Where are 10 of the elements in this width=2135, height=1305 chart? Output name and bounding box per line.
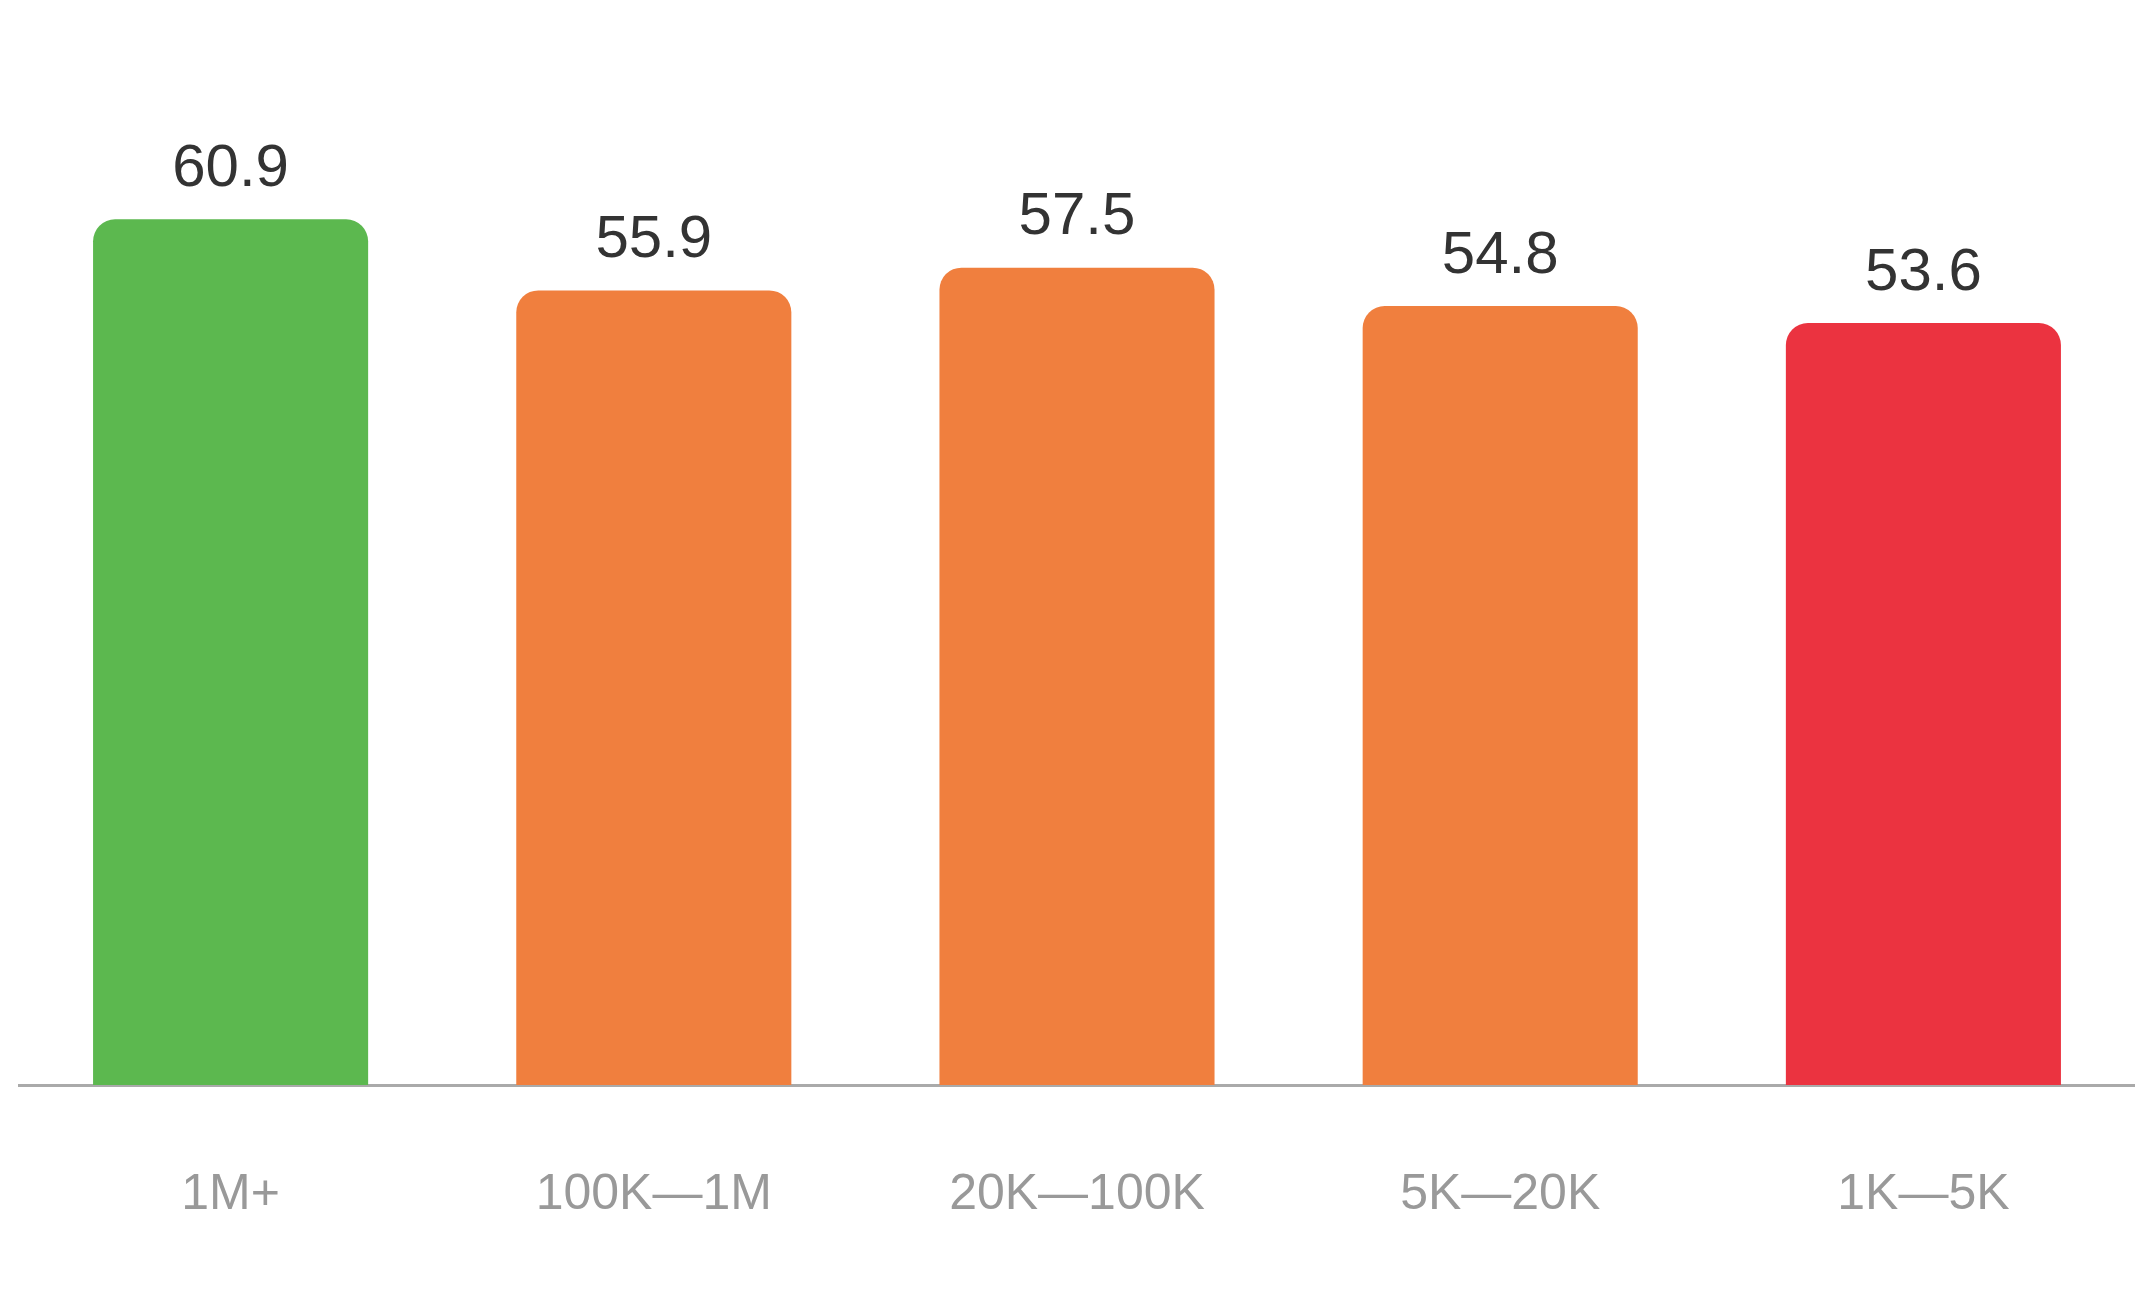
x-tick-label: 1M+	[181, 1163, 280, 1220]
x-tick-label: 20K—100K	[949, 1163, 1205, 1220]
data-label: 54.8	[1441, 218, 1559, 286]
x-tick-label: 100K—1M	[535, 1163, 772, 1220]
data-label: 60.9	[172, 131, 289, 199]
data-label: 53.6	[1865, 235, 1982, 303]
data-label: 57.5	[1018, 180, 1136, 248]
data-label: 55.9	[595, 202, 713, 270]
x-tick-label: 1K—5K	[1837, 1163, 2010, 1220]
x-tick-label: 5K—20K	[1400, 1163, 1601, 1220]
